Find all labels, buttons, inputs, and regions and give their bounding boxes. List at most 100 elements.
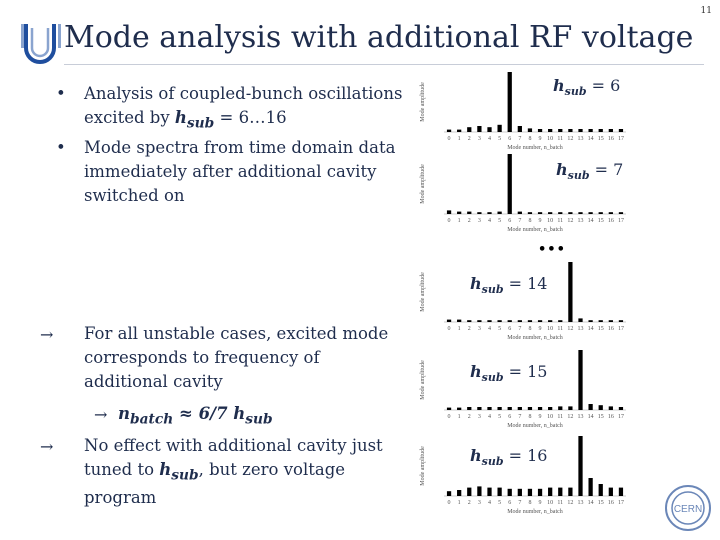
mode-bar — [497, 211, 502, 214]
harmonic-value: = 6 — [586, 76, 621, 95]
harmonic-value: = 16 — [503, 446, 548, 465]
conclusion-item: → For all unstable cases, excited mode c… — [40, 322, 400, 394]
x-tick-label: 5 — [498, 218, 501, 224]
mode-bar — [568, 129, 573, 132]
conclusion-list: → For all unstable cases, excited mode c… — [40, 322, 400, 510]
mode-bar — [477, 320, 482, 322]
x-tick-label: 10 — [547, 414, 553, 420]
x-tick-label: 1 — [458, 326, 461, 332]
harmonic-variable: h — [553, 76, 565, 95]
mode-bar — [457, 211, 462, 214]
harmonic-label: hsub = 6 — [553, 76, 620, 98]
svg-text:CERN: CERN — [674, 504, 702, 515]
batch-subscript: batch — [130, 411, 174, 428]
x-tick-label: 14 — [588, 500, 594, 506]
mode-bar — [608, 487, 613, 496]
mode-bar — [537, 320, 543, 322]
mode-bar — [568, 406, 573, 410]
mode-bar — [608, 212, 613, 214]
x-tick-label: 6 — [508, 136, 511, 142]
x-tick-label: 0 — [448, 414, 451, 420]
mode-bar — [618, 129, 624, 132]
mode-bar — [548, 407, 553, 410]
mode-bar — [588, 404, 593, 410]
mode-bar — [568, 262, 573, 322]
mode-bar — [598, 405, 603, 410]
x-axis-label: Mode number, n_batch — [507, 145, 563, 151]
mode-bar — [588, 478, 593, 496]
mode-bar — [558, 487, 563, 496]
page-number: 11 — [700, 6, 712, 16]
mode-bar — [517, 488, 522, 496]
x-tick-label: 1 — [458, 414, 461, 420]
mode-bar — [578, 436, 583, 496]
bullet-text: Analysis of coupled-bunch oscillations e… — [84, 84, 403, 127]
mode-bar — [527, 488, 533, 496]
mode-bar — [507, 72, 512, 132]
title-divider — [64, 64, 704, 65]
mode-bar — [457, 407, 462, 410]
mode-bar — [467, 320, 472, 322]
x-tick-label: 16 — [608, 326, 614, 332]
mode-bar — [507, 154, 512, 214]
mode-bar — [517, 407, 522, 410]
x-tick-label: 4 — [488, 218, 491, 224]
x-tick-label: 4 — [488, 500, 491, 506]
harmonic-subscript: sub — [564, 85, 587, 99]
mode-bar — [446, 491, 452, 496]
x-tick-label: 8 — [528, 326, 531, 332]
mode-bar — [548, 212, 553, 214]
mode-bar — [467, 211, 472, 214]
mode-bar — [618, 407, 624, 410]
x-tick-label: 5 — [498, 136, 501, 142]
mode-bar — [497, 487, 502, 496]
harmonic-subscript: sub — [481, 455, 504, 469]
mode-bar — [457, 319, 462, 322]
mode-bar — [497, 407, 502, 410]
mode-bar — [537, 488, 543, 496]
mode-bar — [568, 212, 573, 214]
x-tick-label: 15 — [598, 500, 604, 506]
approx-text: ≈ 6/7 — [173, 403, 234, 423]
x-tick-label: 9 — [539, 218, 542, 224]
mode-bar — [608, 320, 613, 322]
harmonic-label: hsub = 15 — [470, 362, 547, 384]
x-axis-label: Mode number, n_batch — [507, 335, 563, 341]
mode-bar — [446, 129, 452, 132]
x-tick-label: 0 — [448, 326, 451, 332]
x-tick-label: 9 — [539, 326, 542, 332]
x-tick-label: 7 — [518, 414, 521, 420]
x-tick-label: 13 — [578, 218, 584, 224]
mode-bar — [517, 126, 522, 132]
x-tick-label: 0 — [448, 136, 451, 142]
mode-bar — [487, 487, 492, 496]
conclusion-text: No effect with additional cavity just tu… — [84, 436, 383, 479]
x-tick-label: 15 — [598, 218, 604, 224]
bullet-text: Mode spectra from time domain data immed… — [84, 138, 396, 205]
x-tick-label: 11 — [557, 414, 563, 420]
x-tick-label: 6 — [508, 218, 511, 224]
bullet-item: • Mode spectra from time domain data imm… — [50, 136, 410, 208]
mode-bar — [446, 210, 452, 214]
x-tick-label: 11 — [557, 500, 563, 506]
x-tick-label: 13 — [578, 414, 584, 420]
bullet-variable: h — [174, 107, 187, 127]
x-tick-label: 5 — [498, 414, 501, 420]
x-tick-label: 7 — [518, 218, 521, 224]
x-tick-label: 15 — [598, 136, 604, 142]
y-axis-label: Mode amplitude — [420, 272, 426, 312]
x-tick-label: 6 — [508, 414, 511, 420]
mode-bar — [588, 320, 593, 322]
mode-bar — [598, 212, 603, 214]
mode-bar — [578, 318, 583, 322]
mode-bar — [598, 129, 603, 132]
mode-bar — [517, 211, 522, 214]
x-tick-label: 12 — [567, 326, 573, 332]
mode-bar — [608, 406, 613, 410]
x-tick-label: 12 — [567, 136, 573, 142]
mode-bar — [497, 320, 502, 322]
x-tick-label: 3 — [478, 136, 481, 142]
harmonic-subscript: sub — [481, 371, 504, 385]
x-tick-label: 4 — [488, 136, 491, 142]
